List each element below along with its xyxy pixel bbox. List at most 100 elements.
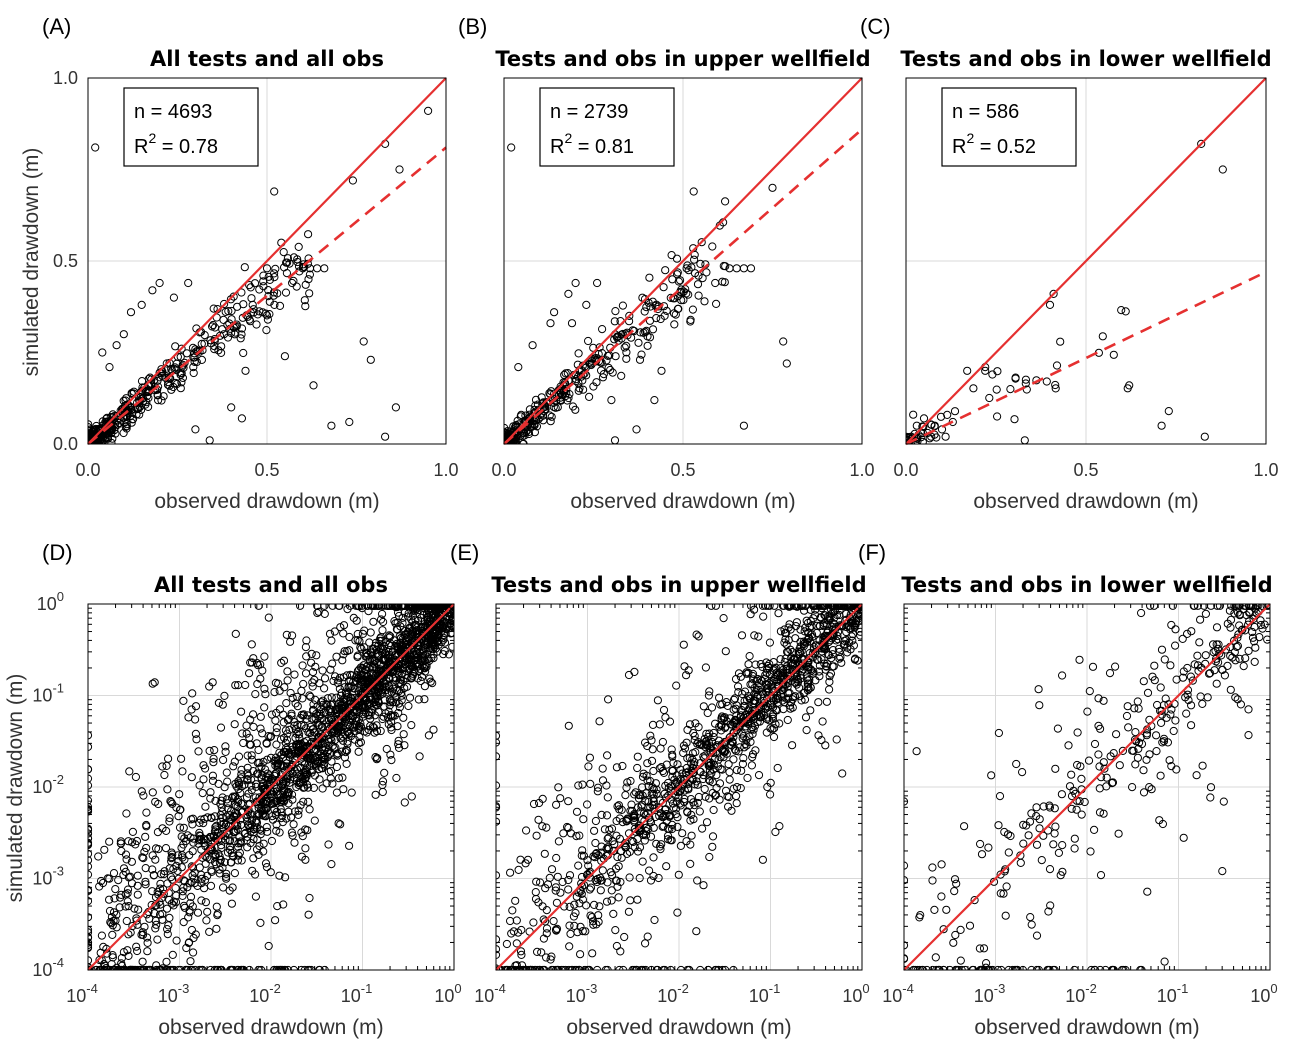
data-point: [243, 776, 252, 785]
data-point: [748, 753, 757, 762]
data-point: [145, 914, 154, 923]
data-point: [384, 720, 393, 729]
data-point: [338, 704, 347, 713]
data-point: [607, 824, 617, 833]
data-point: [595, 717, 604, 726]
data-point: [635, 874, 644, 883]
data-point: [148, 679, 157, 688]
data-point: [108, 930, 117, 940]
data-point: [183, 883, 192, 892]
data-point: [244, 820, 253, 830]
y-tick-label: 10-2: [32, 772, 64, 797]
data-point: [351, 698, 360, 708]
data-point: [259, 271, 268, 280]
data-point: [782, 640, 791, 649]
data-point: [187, 925, 196, 935]
data-point: [141, 880, 150, 889]
data-point: [274, 756, 283, 765]
data-point: [203, 834, 213, 843]
data-point: [354, 747, 363, 756]
data-point: [229, 292, 238, 301]
data-point: [748, 680, 757, 689]
data-point: [232, 782, 241, 791]
data-point: [646, 731, 655, 740]
data-point: [704, 758, 713, 768]
y-tick-label: 10-3: [32, 864, 64, 889]
data-point: [720, 713, 729, 722]
data-point: [342, 715, 351, 724]
data-point: [272, 723, 281, 733]
data-point: [110, 426, 119, 435]
x-tick-label: 10-2: [249, 981, 281, 1006]
data-point: [716, 753, 725, 762]
data-point: [797, 696, 806, 705]
data-point: [829, 604, 838, 610]
data-point: [334, 676, 343, 685]
data-point: [308, 725, 317, 734]
data-point: [771, 720, 780, 729]
data-point: [228, 965, 237, 970]
data-point: [564, 885, 573, 894]
data-point: [640, 307, 649, 316]
data-point: [245, 281, 254, 290]
data-point: [679, 741, 689, 750]
data-point: [650, 915, 659, 925]
data-point: [528, 341, 537, 350]
data-point: [395, 165, 404, 174]
data-point: [680, 794, 689, 804]
data-point: [105, 363, 114, 372]
data-point: [834, 604, 843, 610]
data-point: [602, 844, 611, 853]
data-point: [227, 815, 236, 825]
data-point: [1010, 415, 1019, 424]
data-point: [668, 824, 677, 834]
data-point: [257, 806, 266, 815]
data-point: [814, 731, 823, 740]
data-point: [206, 794, 215, 803]
data-point: [353, 671, 362, 680]
data-point: [139, 791, 148, 800]
data-point: [147, 900, 156, 910]
data-point: [156, 910, 165, 919]
data-point: [685, 720, 695, 729]
data-point: [521, 411, 530, 420]
data-point: [254, 804, 263, 813]
data-point: [737, 766, 746, 775]
data-point: [282, 699, 291, 708]
data-point: [320, 674, 330, 683]
data-point: [739, 421, 749, 430]
data-point: [258, 729, 267, 738]
data-point: [610, 436, 620, 444]
data-point: [283, 676, 292, 685]
data-point: [589, 852, 598, 861]
data-point: [318, 700, 327, 710]
data-point: [216, 855, 225, 864]
data-point: [279, 900, 288, 909]
data-point: [687, 831, 696, 840]
data-point: [744, 692, 753, 701]
data-point: [197, 355, 206, 364]
data-point: [295, 734, 304, 743]
data-point: [296, 713, 305, 723]
data-point: [217, 841, 226, 850]
data-point: [177, 832, 186, 841]
data-point: [343, 689, 352, 698]
data-point: [387, 756, 396, 765]
data-point: [116, 839, 125, 848]
data-point: [193, 908, 203, 917]
data-point: [1021, 379, 1030, 388]
data-point: [132, 942, 141, 951]
data-point: [604, 363, 613, 372]
data-point: [763, 661, 772, 671]
data-point: [677, 296, 686, 305]
data-point: [608, 368, 617, 377]
data-point: [134, 905, 143, 914]
data-point: [317, 722, 326, 731]
data-point: [435, 623, 444, 632]
data-point: [392, 773, 401, 783]
data-point: [856, 627, 862, 636]
data-point: [626, 776, 635, 786]
data-point: [189, 834, 198, 843]
data-point: [289, 965, 298, 970]
data-point: [750, 631, 759, 640]
